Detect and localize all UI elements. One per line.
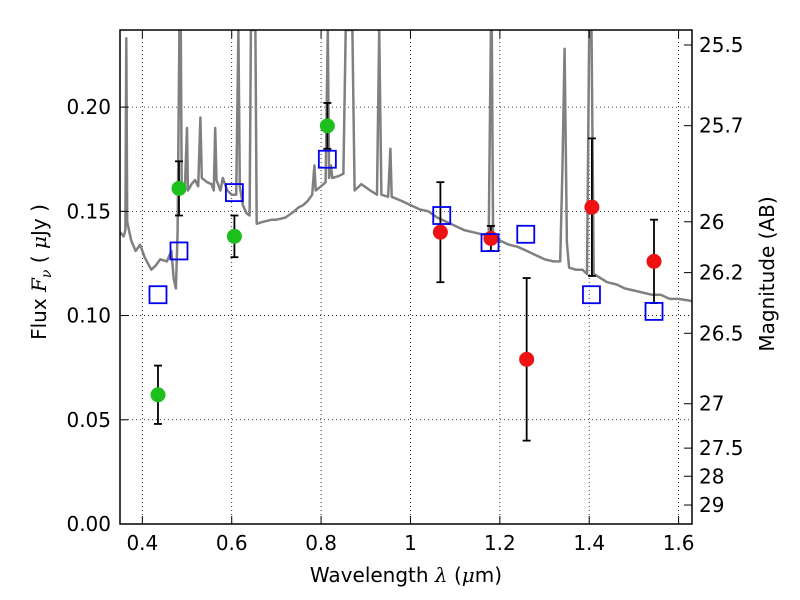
data-point	[432, 224, 448, 240]
right-axis-label: Magnitude (AB)	[755, 196, 779, 351]
data-point	[226, 228, 242, 244]
model-point	[480, 233, 500, 253]
data-point	[150, 387, 166, 403]
y-tick-label: 0.20	[66, 95, 111, 119]
data-point	[584, 199, 600, 215]
data-point	[483, 230, 499, 246]
axis-ticks: 0.4 0.6 0.8 1 1.2 1.4 1.6 0.00 0.05 0.10 0.15 0.20 2…	[66, 30, 744, 555]
right-tick-label: 28	[699, 464, 724, 488]
x-tick-label: 1.4	[573, 531, 605, 555]
right-tick-label: 25.7	[699, 114, 744, 138]
model-point	[432, 206, 452, 225]
right-tick-label: 26	[699, 210, 724, 234]
model-point	[582, 285, 601, 305]
x-tick-label: 1.2	[484, 531, 516, 555]
y-tick-label: 0.00	[66, 512, 111, 536]
y-tick-label: 0.05	[66, 408, 111, 432]
model-point	[148, 285, 168, 305]
data-point	[519, 351, 535, 367]
right-tick-label: 27.5	[699, 436, 744, 460]
plot-area	[120, 30, 692, 442]
model-point	[516, 224, 536, 244]
right-tick-label: 29	[699, 493, 724, 517]
x-tick-label: 1	[404, 531, 417, 555]
axes-frame	[119, 29, 693, 525]
x-tick-label: 1.6	[663, 531, 695, 555]
data-point	[171, 180, 187, 196]
right-tick-label: 26.2	[699, 261, 744, 285]
x-tick-label: 0.4	[126, 531, 158, 555]
y-tick-label: 0.15	[66, 199, 111, 223]
x-axis-label: Wavelength λ (μm)	[310, 563, 502, 587]
model-point	[317, 149, 337, 169]
y-tick-label: 0.10	[66, 304, 111, 328]
x-tick-label: 0.6	[216, 531, 248, 555]
right-tick-label: 26.5	[699, 321, 744, 345]
model-point	[169, 241, 189, 261]
x-tick-label: 0.8	[305, 531, 337, 555]
template-spectrum-line	[120, 30, 692, 303]
model-point	[644, 301, 664, 321]
right-tick-label: 25.5	[699, 33, 744, 57]
data-point	[319, 118, 335, 134]
data-point	[646, 253, 662, 269]
right-tick-label: 27	[699, 392, 724, 416]
model-point	[224, 183, 244, 202]
